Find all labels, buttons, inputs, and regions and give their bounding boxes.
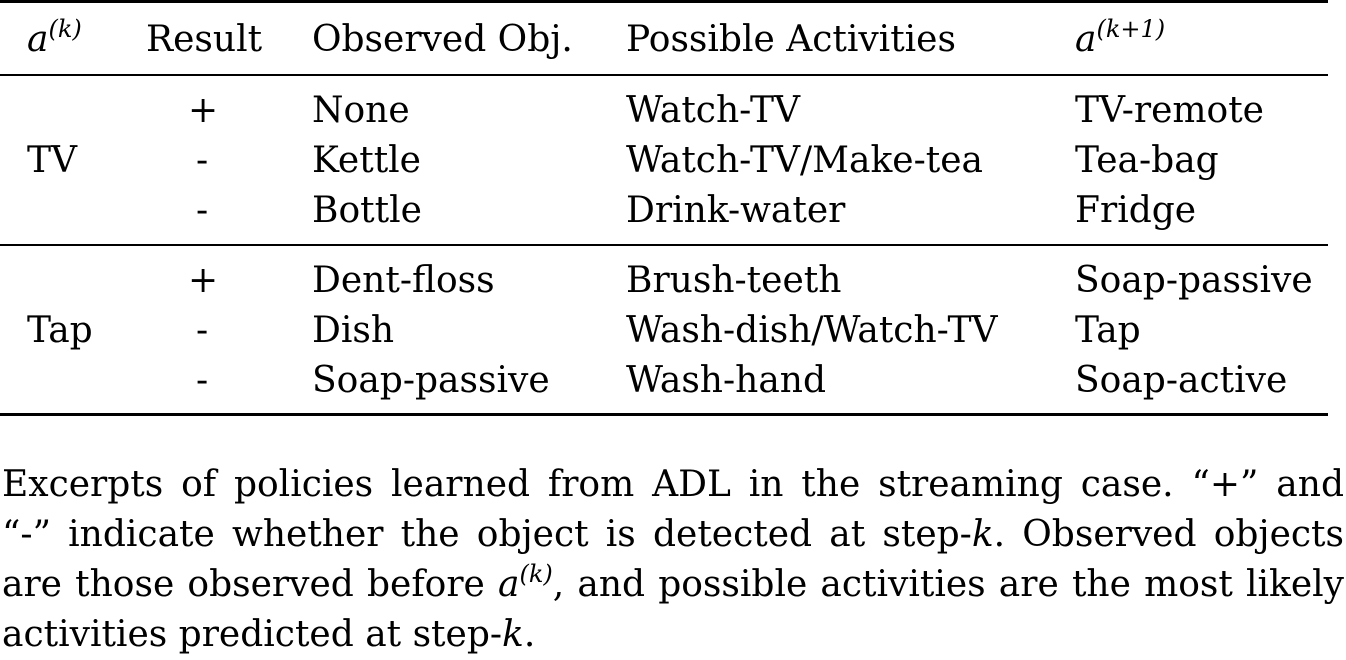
- row-next-action: Soap-active: [1075, 360, 1288, 401]
- row-observed: Kettle: [312, 140, 421, 181]
- row-next-action: Tea-bag: [1075, 140, 1219, 181]
- group-action-tap: Tap: [27, 310, 93, 351]
- header-possible-activities: Possible Activities: [626, 19, 956, 60]
- row-observed: None: [312, 90, 410, 131]
- row-next-action: Soap-passive: [1075, 260, 1313, 301]
- row-next-action: Fridge: [1075, 190, 1197, 231]
- group-action-tv: TV: [27, 140, 78, 181]
- header-result: Result: [146, 19, 263, 60]
- row-possible: Wash-hand: [626, 360, 827, 401]
- row-possible: Wash-dish/Watch-TV: [626, 310, 998, 351]
- header-rule: [0, 74, 1328, 76]
- row-next-action: Tap: [1075, 310, 1141, 351]
- row-observed: Dish: [312, 310, 395, 351]
- row-possible: Watch-TV: [626, 90, 801, 131]
- group-rule: [0, 244, 1328, 246]
- header-observed-obj: Observed Obj.: [312, 19, 573, 60]
- row-result: -: [196, 190, 209, 231]
- row-result: +: [188, 260, 219, 301]
- row-next-action: TV-remote: [1075, 90, 1264, 131]
- row-result: +: [188, 90, 219, 131]
- row-result: -: [196, 310, 209, 351]
- row-possible: Brush-teeth: [626, 260, 842, 301]
- row-possible: Watch-TV/Make-tea: [626, 140, 984, 181]
- row-observed: Soap-passive: [312, 360, 550, 401]
- row-possible: Drink-water: [626, 190, 846, 231]
- row-observed: Bottle: [312, 190, 422, 231]
- caption-line: are those observed before a(k), and poss…: [2, 560, 1344, 605]
- caption-line: Excerpts of policies learned from ADL in…: [2, 464, 1344, 505]
- caption-line: activities predicted at step-k.: [2, 614, 536, 655]
- header-action-k-plus-1: a(k+1): [1075, 15, 1166, 60]
- table-top-rule: [0, 0, 1328, 3]
- row-result: -: [196, 140, 209, 181]
- row-result: -: [196, 360, 209, 401]
- header-action-k: a(k): [27, 15, 82, 60]
- table-bottom-rule: [0, 413, 1328, 416]
- table-caption: Excerpts of policies learned from ADL in…: [2, 460, 1344, 660]
- caption-line: “-” indicate whether the object is detec…: [2, 514, 1344, 555]
- row-observed: Dent-floss: [312, 260, 495, 301]
